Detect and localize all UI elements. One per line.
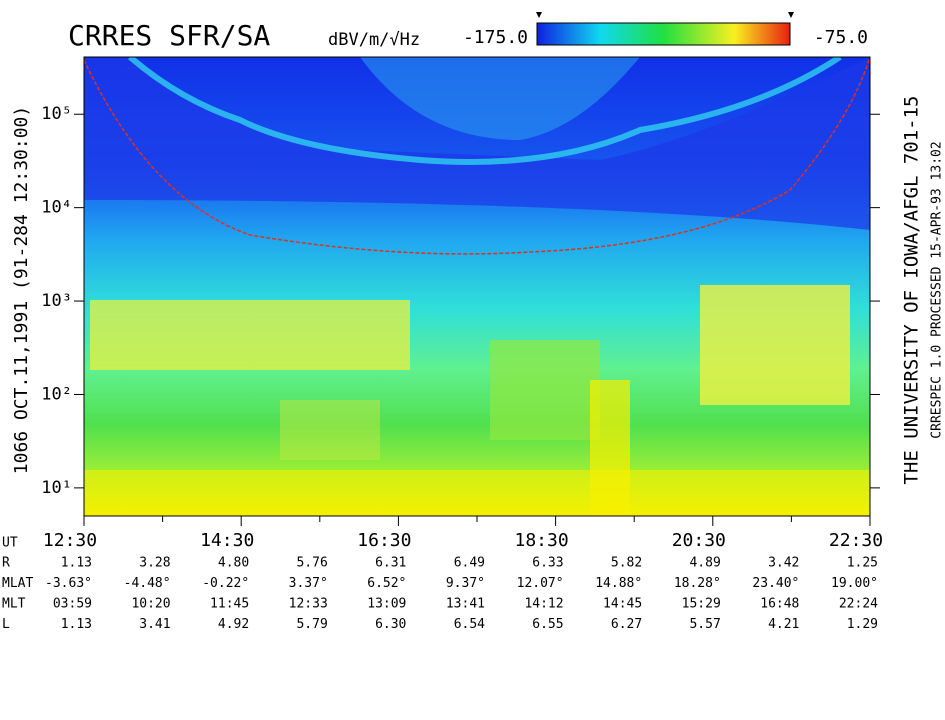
spectrogram <box>84 57 870 516</box>
x-tick-label: 18:30 <box>515 530 569 551</box>
ephemeris-value: 12:33 <box>289 597 328 612</box>
ephemeris-value: 1.13 <box>61 556 92 571</box>
ephemeris-value: 5.82 <box>611 556 642 571</box>
ephemeris-value: 6.33 <box>532 556 563 571</box>
ephemeris-label: MLAT <box>2 576 33 591</box>
chart-title: CRRES SFR/SA <box>68 19 270 52</box>
ephemeris-value: 3.42 <box>768 556 799 571</box>
ephemeris-value: 3.41 <box>139 617 170 632</box>
ephemeris-value: 6.27 <box>611 617 642 632</box>
ephemeris-label: MLT <box>2 597 26 612</box>
ephemeris-value: 22:24 <box>839 597 878 612</box>
ephemeris-value: 4.80 <box>218 556 249 571</box>
ephemeris-value: 03:59 <box>53 597 92 612</box>
ephemeris-value: 6.54 <box>454 617 485 632</box>
x-tick-label: 14:30 <box>200 530 254 551</box>
ephemeris-value: 1.29 <box>847 617 878 632</box>
y-tick-label: 10⁵ <box>41 104 72 124</box>
ephemeris-value: 18.28° <box>674 576 721 591</box>
ephemeris-value: 9.37° <box>446 576 485 591</box>
ephemeris-value: 23.40° <box>752 576 799 591</box>
ephemeris-value: 12.07° <box>517 576 564 591</box>
ephemeris-label: R <box>2 556 10 571</box>
x-tick-label: 20:30 <box>672 530 726 551</box>
right-label-2: CRRESPEC 1.0 PROCESSED 15-APR-93 13:02 <box>930 141 945 438</box>
colorbar-max: -75.0 <box>814 27 868 48</box>
y-tick-label: 10³ <box>41 291 72 311</box>
ephemeris-value: 4.89 <box>689 556 720 571</box>
ephemeris-value: 14:45 <box>603 597 642 612</box>
ephemeris-value: -0.22° <box>202 576 249 591</box>
ephemeris-value: 10:20 <box>131 597 170 612</box>
ephemeris-value: -3.63° <box>45 576 92 591</box>
ephemeris-value: 5.79 <box>296 617 327 632</box>
ephemeris-value: 6.31 <box>375 556 406 571</box>
ephemeris-value: 5.57 <box>689 617 720 632</box>
x-axis-label: UT <box>2 536 18 551</box>
right-label: THE UNIVERSITY OF IOWA/AFGL 701-15 <box>901 96 923 485</box>
ephemeris-label: L <box>2 617 10 632</box>
ephemeris-value: 14:12 <box>524 597 563 612</box>
ephemeris-value: 6.55 <box>532 617 563 632</box>
ephemeris-value: 6.52° <box>367 576 406 591</box>
ephemeris-value: 4.92 <box>218 617 249 632</box>
ephemeris-value: 13:41 <box>446 597 485 612</box>
ephemeris-value: 14.88° <box>595 576 642 591</box>
x-tick-label: 16:30 <box>357 530 411 551</box>
left-label: 1066 OCT.11,1991 (91-284 12:30:00) <box>11 106 32 474</box>
ephemeris-value: 16:48 <box>760 597 799 612</box>
y-tick-label: 10⁴ <box>41 198 72 218</box>
ephemeris-value: 6.30 <box>375 617 406 632</box>
ephemeris-value: 3.28 <box>139 556 170 571</box>
ephemeris-value: 4.21 <box>768 617 799 632</box>
ephemeris-value: 1.13 <box>61 617 92 632</box>
ephemeris-value: 5.76 <box>296 556 327 571</box>
x-tick-label: 22:30 <box>829 530 883 551</box>
colorbar-min: -175.0 <box>463 27 528 48</box>
ephemeris-value: 19.00° <box>831 576 878 591</box>
colorbar-unit: dBV/m/√Hz <box>328 30 420 50</box>
colorbar-markers <box>536 12 794 18</box>
ephemeris-value: 3.37° <box>289 576 328 591</box>
y-tick-label: 10¹ <box>41 478 72 498</box>
ephemeris-value: 15:29 <box>682 597 721 612</box>
ephemeris-value: 1.25 <box>847 556 878 571</box>
colorbar <box>536 22 791 46</box>
x-tick-label: 12:30 <box>43 530 97 551</box>
y-tick-label: 10² <box>41 384 72 404</box>
ephemeris-value: 13:09 <box>367 597 406 612</box>
ephemeris-value: -4.48° <box>124 576 171 591</box>
ephemeris-value: 11:45 <box>210 597 249 612</box>
ephemeris-value: 6.49 <box>454 556 485 571</box>
